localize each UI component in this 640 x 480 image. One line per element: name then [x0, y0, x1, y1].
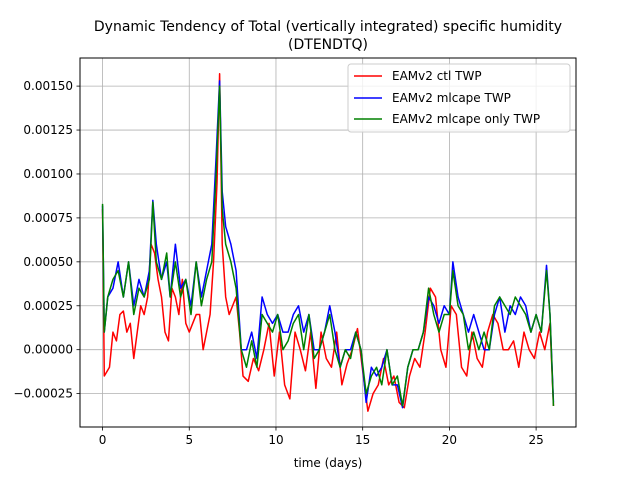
x-tick-label: 20 — [442, 433, 457, 447]
y-tick-label: 0.00100 — [23, 167, 73, 181]
chart-subtitle: (DTENDTQ) — [288, 37, 368, 53]
x-tick-label: 10 — [268, 433, 283, 447]
x-tick-label: 15 — [355, 433, 370, 447]
legend: EAMv2 ctl TWP EAMv2 mlcape TWP EAMv2 mlc… — [347, 63, 571, 133]
series-line-0 — [101, 73, 555, 412]
y-axis-ticks: −0.00025 0.00000 0.00025 0.00050 0.00075 0.00… — [13, 79, 80, 401]
y-tick-label: 0.00075 — [23, 211, 73, 225]
y-tick-label: 0.00150 — [23, 79, 73, 93]
series-lines — [101, 73, 555, 412]
series-line-2 — [101, 85, 555, 407]
y-tick-label: 0.00125 — [23, 123, 73, 137]
x-tick-label: 25 — [528, 433, 543, 447]
legend-box — [347, 63, 571, 133]
y-tick-label: −0.00025 — [13, 387, 73, 401]
y-tick-label: 0.00000 — [23, 343, 73, 357]
legend-label-mlcape-only: EAMv2 mlcape only TWP — [392, 112, 540, 126]
legend-label-mlcape: EAMv2 mlcape TWP — [392, 91, 511, 105]
legend-label-ctl: EAMv2 ctl TWP — [392, 69, 482, 83]
plot-frame — [79, 57, 577, 428]
x-axis-ticks: 0 5 10 15 20 25 — [99, 427, 544, 447]
y-tick-label: 0.00025 — [23, 299, 73, 313]
y-tick-label: 0.00050 — [23, 255, 73, 269]
chart-title: Dynamic Tendency of Total (vertically in… — [94, 19, 562, 35]
x-tick-label: 5 — [185, 433, 193, 447]
x-tick-label: 0 — [99, 433, 107, 447]
x-axis-label: time (days) — [294, 456, 363, 470]
